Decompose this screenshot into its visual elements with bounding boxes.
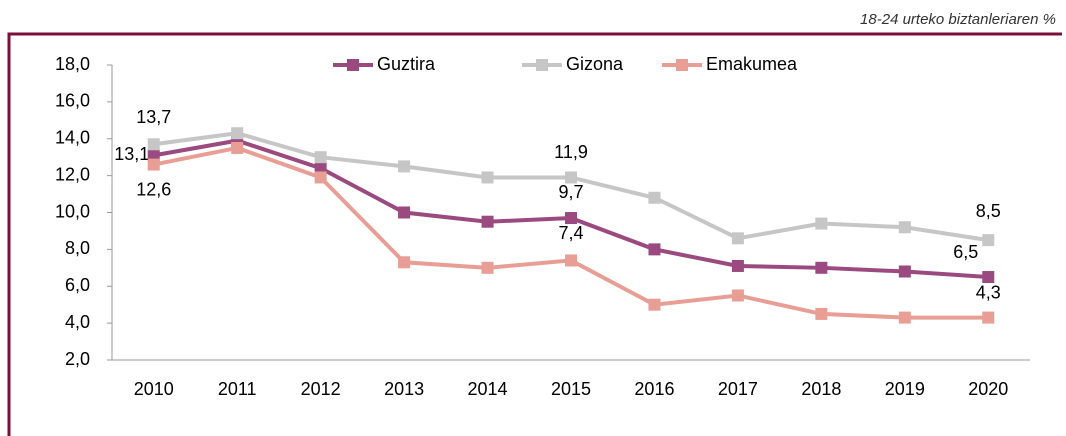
point — [147, 149, 160, 162]
point — [898, 311, 911, 324]
point — [231, 127, 244, 140]
legend-marker — [347, 59, 359, 71]
legend-marker — [536, 59, 548, 71]
data-label: 4,3 — [976, 282, 1001, 302]
y-tick-label: 8,0 — [65, 238, 90, 258]
data-label: 6,5 — [953, 242, 978, 262]
point — [982, 234, 995, 247]
point — [147, 158, 160, 171]
x-tick-label: 2020 — [968, 379, 1008, 399]
y-tick-label: 12,0 — [55, 164, 90, 184]
point — [481, 171, 494, 184]
legend-label: Gizona — [566, 54, 624, 74]
y-tick-label: 6,0 — [65, 275, 90, 295]
point — [481, 215, 494, 228]
point — [648, 243, 661, 256]
y-tick-label: 10,0 — [55, 201, 90, 221]
y-tick-label: 18,0 — [55, 54, 90, 74]
x-tick-label: 2018 — [801, 379, 841, 399]
point — [314, 162, 327, 175]
data-label: 12,6 — [136, 179, 171, 199]
subtitle: 18-24 urteko biztanleriaren % — [860, 11, 1056, 28]
point — [982, 311, 995, 324]
data-label: 7,4 — [558, 223, 583, 243]
point — [815, 307, 828, 320]
point — [398, 256, 411, 269]
x-tick-label: 2014 — [468, 379, 508, 399]
x-tick-label: 2019 — [885, 379, 925, 399]
point — [815, 217, 828, 230]
x-tick-label: 2016 — [634, 379, 674, 399]
legend-label: Guztira — [377, 54, 436, 74]
y-tick-label: 14,0 — [55, 128, 90, 148]
frame — [7, 32, 1062, 436]
point — [314, 151, 327, 164]
point — [731, 289, 744, 302]
y-tick-label: 2,0 — [65, 349, 90, 369]
x-tick-label: 2015 — [551, 379, 591, 399]
point — [565, 254, 577, 267]
data-label: 13,7 — [136, 107, 171, 127]
data-label: 13,1 — [114, 144, 149, 164]
data-label: 11,9 — [554, 142, 588, 162]
x-tick-label: 2012 — [301, 379, 341, 399]
y-tick-label: 16,0 — [55, 91, 90, 111]
point — [398, 206, 411, 219]
x-tick-label: 2010 — [134, 379, 174, 399]
point — [565, 171, 577, 184]
data-label: 9,7 — [558, 182, 583, 202]
legend-label: Emakumea — [706, 54, 798, 74]
point — [398, 160, 411, 173]
point — [648, 191, 661, 204]
point — [982, 271, 995, 284]
data-label: 8,5 — [976, 201, 1001, 221]
x-tick-label: 2017 — [718, 379, 758, 399]
point — [648, 298, 661, 311]
point — [898, 265, 911, 278]
point — [231, 141, 244, 154]
point — [147, 138, 160, 151]
x-tick-label: 2011 — [218, 379, 257, 399]
x-tick-label: 2013 — [384, 379, 424, 399]
y-tick-label: 4,0 — [65, 312, 90, 332]
legend-marker — [676, 59, 688, 71]
point — [898, 221, 911, 234]
point — [314, 171, 327, 184]
point — [481, 261, 494, 274]
point — [731, 259, 744, 272]
point — [565, 212, 577, 225]
point — [815, 261, 828, 274]
point — [731, 232, 744, 245]
